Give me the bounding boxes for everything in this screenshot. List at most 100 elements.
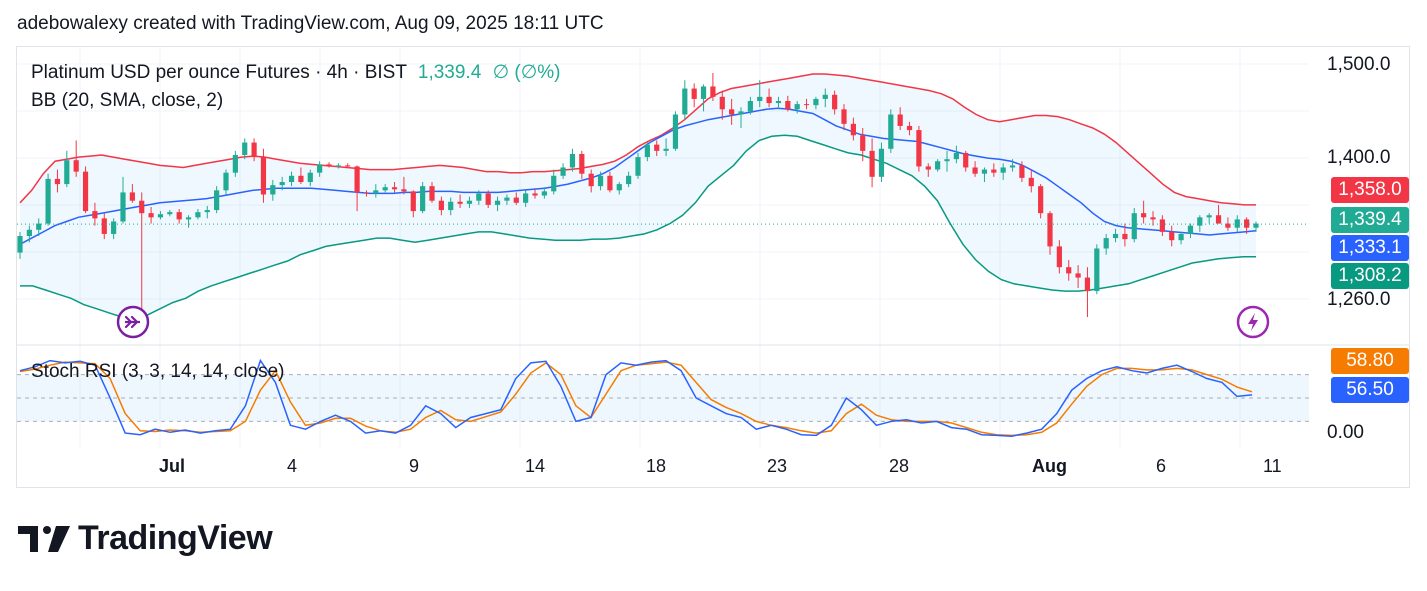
candle[interactable] <box>813 96 819 110</box>
candle[interactable] <box>906 121 913 136</box>
candle[interactable] <box>232 150 238 177</box>
candle[interactable] <box>1244 217 1250 234</box>
candle[interactable] <box>981 167 988 183</box>
candle[interactable] <box>1122 223 1128 247</box>
candle[interactable] <box>45 173 51 226</box>
candle[interactable] <box>1028 169 1034 193</box>
candle[interactable] <box>335 163 341 169</box>
candle[interactable] <box>1038 184 1044 219</box>
candle[interactable] <box>391 182 398 193</box>
candle[interactable] <box>850 117 856 141</box>
candle[interactable] <box>214 186 220 214</box>
candle[interactable] <box>794 101 800 114</box>
candle[interactable] <box>1215 204 1222 224</box>
candle[interactable] <box>832 90 838 115</box>
candle[interactable] <box>438 196 444 216</box>
candle[interactable] <box>551 169 557 195</box>
candle[interactable] <box>504 194 510 205</box>
stoch-rsi-legend[interactable]: Stoch RSI (3, 3, 14, 14, close) <box>31 361 285 382</box>
candle[interactable] <box>260 148 267 203</box>
candle[interactable] <box>569 148 576 172</box>
candle[interactable] <box>1187 223 1194 239</box>
candle[interactable] <box>869 138 875 188</box>
candle[interactable] <box>785 95 791 112</box>
candle[interactable] <box>129 184 135 203</box>
candle[interactable] <box>420 182 426 214</box>
candle[interactable] <box>1150 211 1156 226</box>
candle[interactable] <box>279 176 285 191</box>
candle[interactable] <box>167 210 173 217</box>
candle[interactable] <box>1084 267 1091 318</box>
candle[interactable] <box>54 169 61 193</box>
candle[interactable] <box>185 215 192 228</box>
candle[interactable] <box>719 90 725 120</box>
candle[interactable] <box>710 72 716 102</box>
bb-legend[interactable]: BB (20, SMA, close, 2) <box>31 90 224 111</box>
candle[interactable] <box>176 209 182 224</box>
candle[interactable] <box>579 150 585 179</box>
candle[interactable] <box>1141 200 1147 224</box>
candle[interactable] <box>204 205 210 219</box>
candle[interactable] <box>672 111 679 151</box>
candle[interactable] <box>1178 231 1184 245</box>
candle[interactable] <box>494 196 501 212</box>
candle[interactable] <box>860 128 866 162</box>
candle[interactable] <box>523 190 529 207</box>
candle[interactable] <box>157 211 164 220</box>
candle[interactable] <box>747 96 753 115</box>
candle[interactable] <box>775 96 782 110</box>
candle[interactable] <box>101 213 107 240</box>
candle[interactable] <box>1206 213 1212 224</box>
candle[interactable] <box>944 150 950 172</box>
candle[interactable] <box>597 171 604 191</box>
candle[interactable] <box>1131 207 1137 243</box>
candle[interactable] <box>888 109 894 153</box>
candle[interactable] <box>36 218 42 237</box>
candle[interactable] <box>1112 228 1119 243</box>
candle[interactable] <box>92 202 98 226</box>
candle[interactable] <box>298 167 304 185</box>
candle[interactable] <box>307 169 313 187</box>
candlestick-series[interactable] <box>17 72 1259 318</box>
candle[interactable] <box>1253 221 1259 232</box>
candle[interactable] <box>1066 259 1072 281</box>
candle[interactable] <box>1159 215 1165 237</box>
candle[interactable] <box>878 142 885 183</box>
candle[interactable] <box>1234 215 1240 232</box>
candle[interactable] <box>822 88 828 108</box>
candle[interactable] <box>729 98 735 125</box>
candle[interactable] <box>1169 225 1175 247</box>
candle[interactable] <box>410 190 416 218</box>
candle[interactable] <box>1075 265 1081 288</box>
candle[interactable] <box>925 163 931 177</box>
arrow-right-icon[interactable] <box>116 305 150 339</box>
candle[interactable] <box>270 179 276 201</box>
candle[interactable] <box>1094 244 1100 295</box>
candle[interactable] <box>1056 240 1062 274</box>
candle[interactable] <box>382 184 388 193</box>
candle[interactable] <box>766 88 772 108</box>
candle[interactable] <box>73 140 79 177</box>
candle[interactable] <box>476 190 482 205</box>
tradingview-logo[interactable]: TradingView <box>18 519 273 558</box>
candle[interactable] <box>541 187 547 199</box>
candle[interactable] <box>654 140 660 157</box>
candle[interactable] <box>916 125 922 172</box>
candle[interactable] <box>841 104 847 131</box>
candle[interactable] <box>560 163 566 179</box>
candle[interactable] <box>64 150 70 188</box>
candle[interactable] <box>588 169 594 193</box>
candle[interactable] <box>485 190 491 208</box>
candle[interactable] <box>242 138 248 160</box>
candle[interactable] <box>223 169 229 195</box>
candle[interactable] <box>448 197 454 216</box>
chart-frame[interactable] <box>16 46 1410 488</box>
candle[interactable] <box>738 107 744 129</box>
candle[interactable] <box>897 107 903 131</box>
candle[interactable] <box>326 162 332 168</box>
candle[interactable] <box>1225 217 1231 231</box>
candle[interactable] <box>82 166 89 214</box>
candle[interactable] <box>373 184 379 198</box>
candle[interactable] <box>345 163 351 168</box>
candle[interactable] <box>513 192 519 205</box>
